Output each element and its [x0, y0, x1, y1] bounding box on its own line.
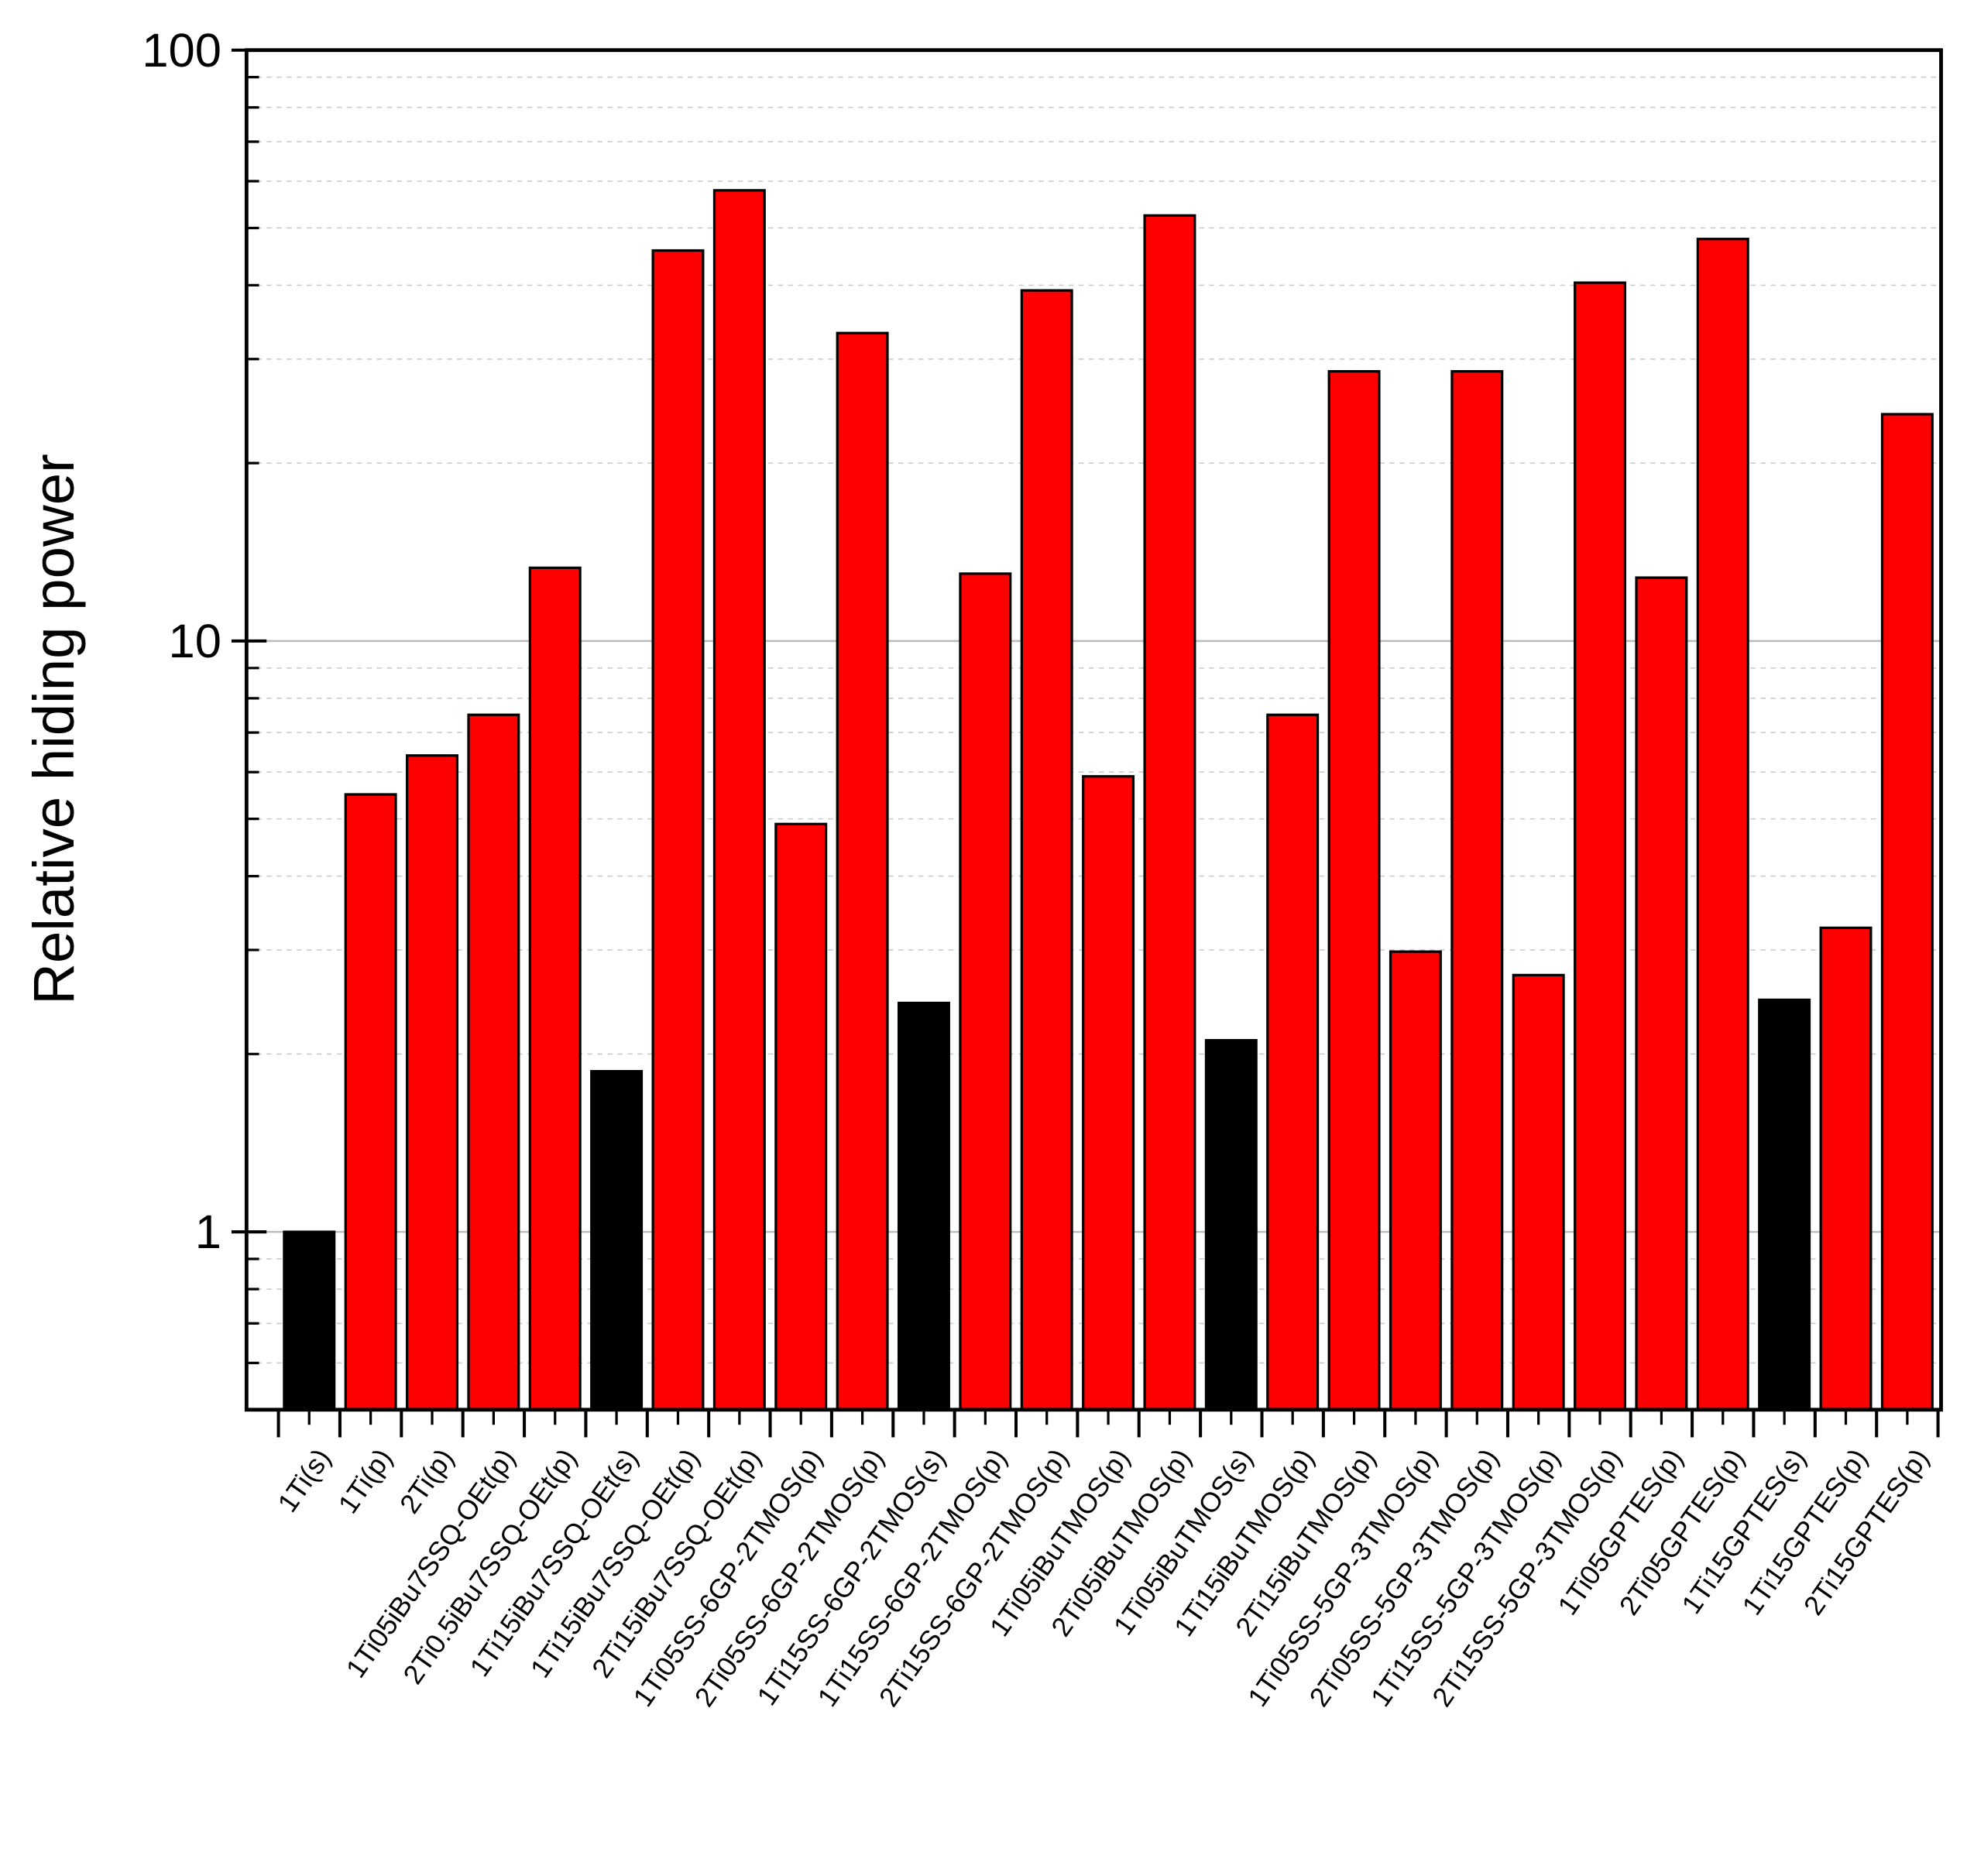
bar	[283, 1230, 336, 1411]
x-tick-label: 1Ti(s)	[272, 1443, 337, 1518]
bar	[1082, 775, 1135, 1411]
plot-frame	[244, 48, 1943, 1412]
bar	[1143, 214, 1196, 1411]
bar	[774, 822, 828, 1411]
y-axis-label: Relative hiding power	[22, 454, 86, 1005]
bar	[959, 572, 1012, 1411]
bar	[467, 713, 520, 1411]
bar	[1758, 998, 1811, 1411]
bar	[1450, 369, 1504, 1411]
y-tick-label: 100	[142, 24, 221, 77]
bar	[1880, 413, 1934, 1411]
bar	[1512, 973, 1565, 1411]
bar	[1266, 713, 1320, 1411]
bar	[651, 249, 705, 1411]
bar	[1635, 576, 1688, 1411]
y-tick-label: 1	[195, 1206, 221, 1259]
bar	[712, 189, 766, 1411]
bar	[1020, 289, 1073, 1411]
x-tick-label: 1Ti(p)	[332, 1443, 398, 1519]
bar	[1574, 281, 1627, 1411]
bar	[590, 1069, 644, 1411]
bar	[1696, 238, 1749, 1411]
bar	[406, 754, 458, 1411]
bar	[836, 331, 889, 1411]
bar	[1389, 950, 1442, 1411]
y-tick-label: 10	[169, 615, 221, 668]
bar	[1327, 369, 1381, 1411]
bar	[1204, 1038, 1258, 1411]
bar	[528, 566, 582, 1411]
bar	[344, 793, 397, 1411]
bar	[897, 1001, 950, 1411]
bar	[1819, 926, 1873, 1411]
